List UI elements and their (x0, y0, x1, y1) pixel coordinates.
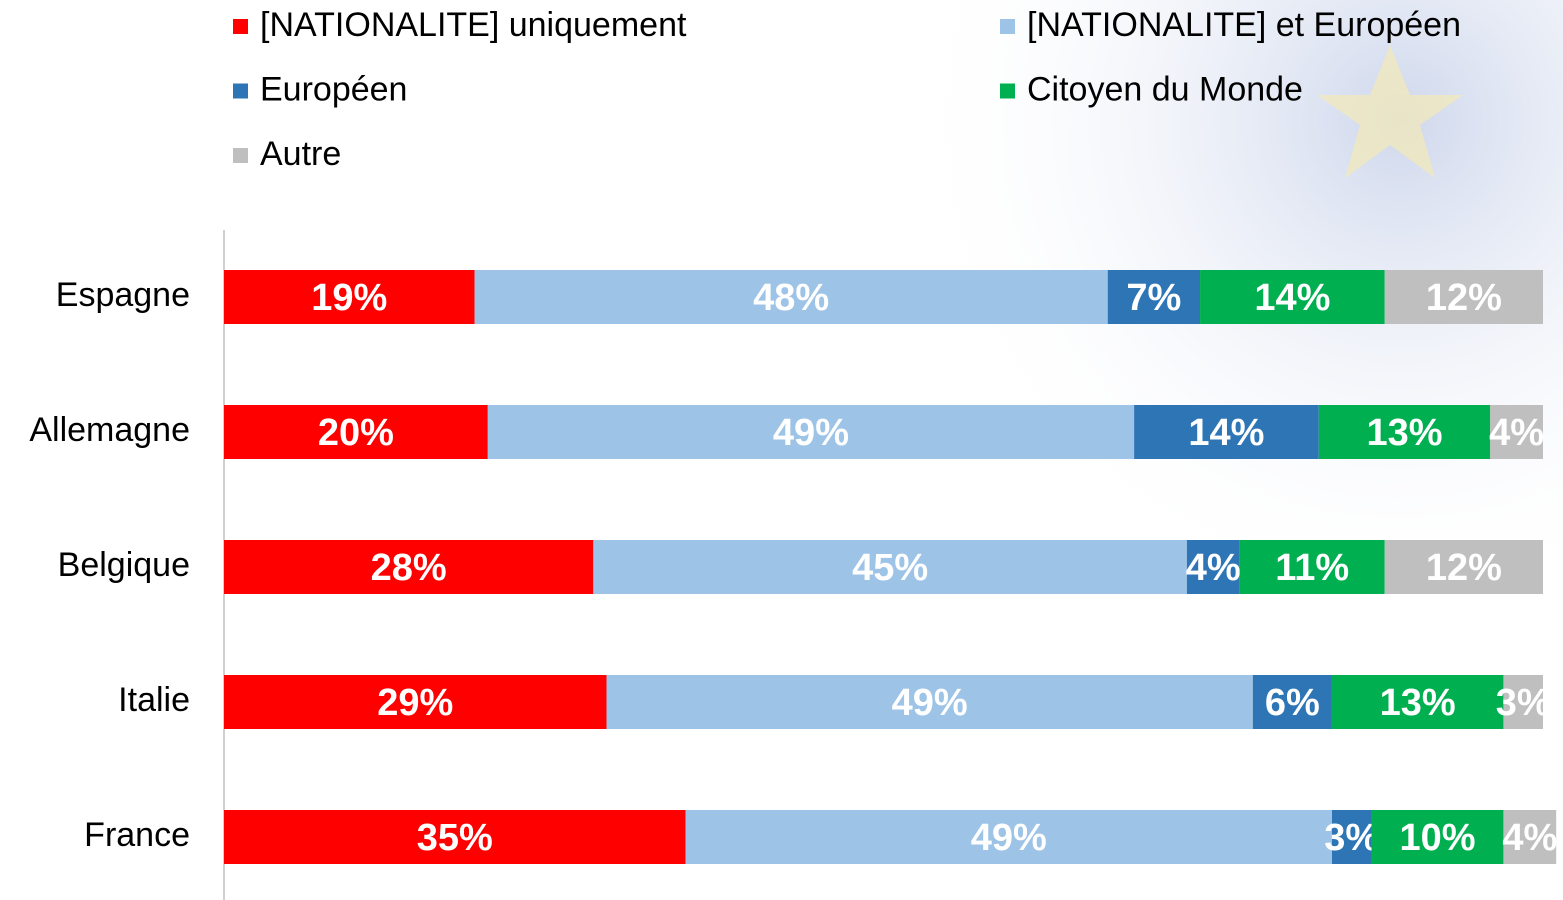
bar-segment (1384, 270, 1543, 324)
data-label: 13% (1380, 682, 1456, 724)
bar-segment (224, 405, 488, 459)
bar-segment (685, 810, 1332, 864)
bar-segment (1107, 270, 1201, 324)
bar-segment (224, 675, 607, 729)
bar-segment (593, 540, 1187, 594)
bar-segment (1503, 675, 1543, 729)
category-label: Allemagne (29, 411, 190, 449)
data-label: 49% (892, 682, 968, 724)
data-label: 13% (1366, 412, 1442, 454)
bar-segment (224, 270, 475, 324)
bar-segment (224, 810, 686, 864)
legend-label: Autre (260, 135, 341, 173)
data-label: 11% (1275, 547, 1349, 589)
category-label: Espagne (56, 276, 190, 314)
data-label: 3% (1496, 682, 1551, 724)
bar-segment (1331, 675, 1504, 729)
legend-swatch (233, 83, 248, 99)
data-label: 4% (1489, 412, 1544, 454)
bar-segment (1490, 405, 1543, 459)
legend-swatch (233, 19, 248, 34)
bar-segment (1239, 540, 1385, 594)
data-label: 14% (1188, 412, 1264, 454)
bar-segment (1503, 810, 1557, 864)
legend-label: Citoyen du Monde (1027, 70, 1303, 108)
bar-segment (1384, 540, 1543, 594)
legend-swatch (233, 148, 248, 163)
legend-label: [NATIONALITE] uniquement (260, 6, 687, 44)
legend-label: Européen (260, 70, 407, 108)
star-decoration (1317, 45, 1463, 178)
category-label: Italie (118, 681, 190, 719)
data-label: 4% (1186, 547, 1241, 589)
category-label: France (84, 816, 190, 854)
data-label: 19% (311, 277, 387, 319)
bar-segment (1186, 540, 1240, 594)
data-label: 10% (1399, 817, 1475, 859)
data-label: 20% (318, 412, 394, 454)
category-label: Belgique (58, 546, 190, 584)
bar-segment (1252, 675, 1332, 729)
data-label: 12% (1426, 277, 1502, 319)
data-label: 45% (852, 547, 928, 589)
bar-segment (487, 405, 1135, 459)
data-label: 14% (1254, 277, 1330, 319)
data-label: 6% (1265, 682, 1320, 724)
bar-segment (1134, 405, 1319, 459)
data-label: 12% (1426, 547, 1502, 589)
bar-segment (1331, 810, 1372, 864)
bar-segment (1371, 810, 1504, 864)
bar-segment (1200, 270, 1385, 324)
bar-segment (1318, 405, 1491, 459)
data-label: 49% (971, 817, 1047, 859)
bar-segment (224, 540, 594, 594)
bar-segment (606, 675, 1253, 729)
data-label: 7% (1126, 277, 1181, 319)
legend-label: [NATIONALITE] et Européen (1027, 6, 1461, 44)
data-label: 35% (417, 817, 493, 859)
data-label: 48% (753, 277, 829, 319)
data-label: 29% (377, 682, 453, 724)
data-label: 3% (1324, 817, 1379, 859)
bar-segment (474, 270, 1108, 324)
legend-swatch (1000, 83, 1015, 99)
data-label: 49% (773, 412, 849, 454)
legend-swatch (1000, 19, 1015, 34)
data-label: 28% (371, 547, 447, 589)
data-label: 4% (1502, 817, 1557, 859)
